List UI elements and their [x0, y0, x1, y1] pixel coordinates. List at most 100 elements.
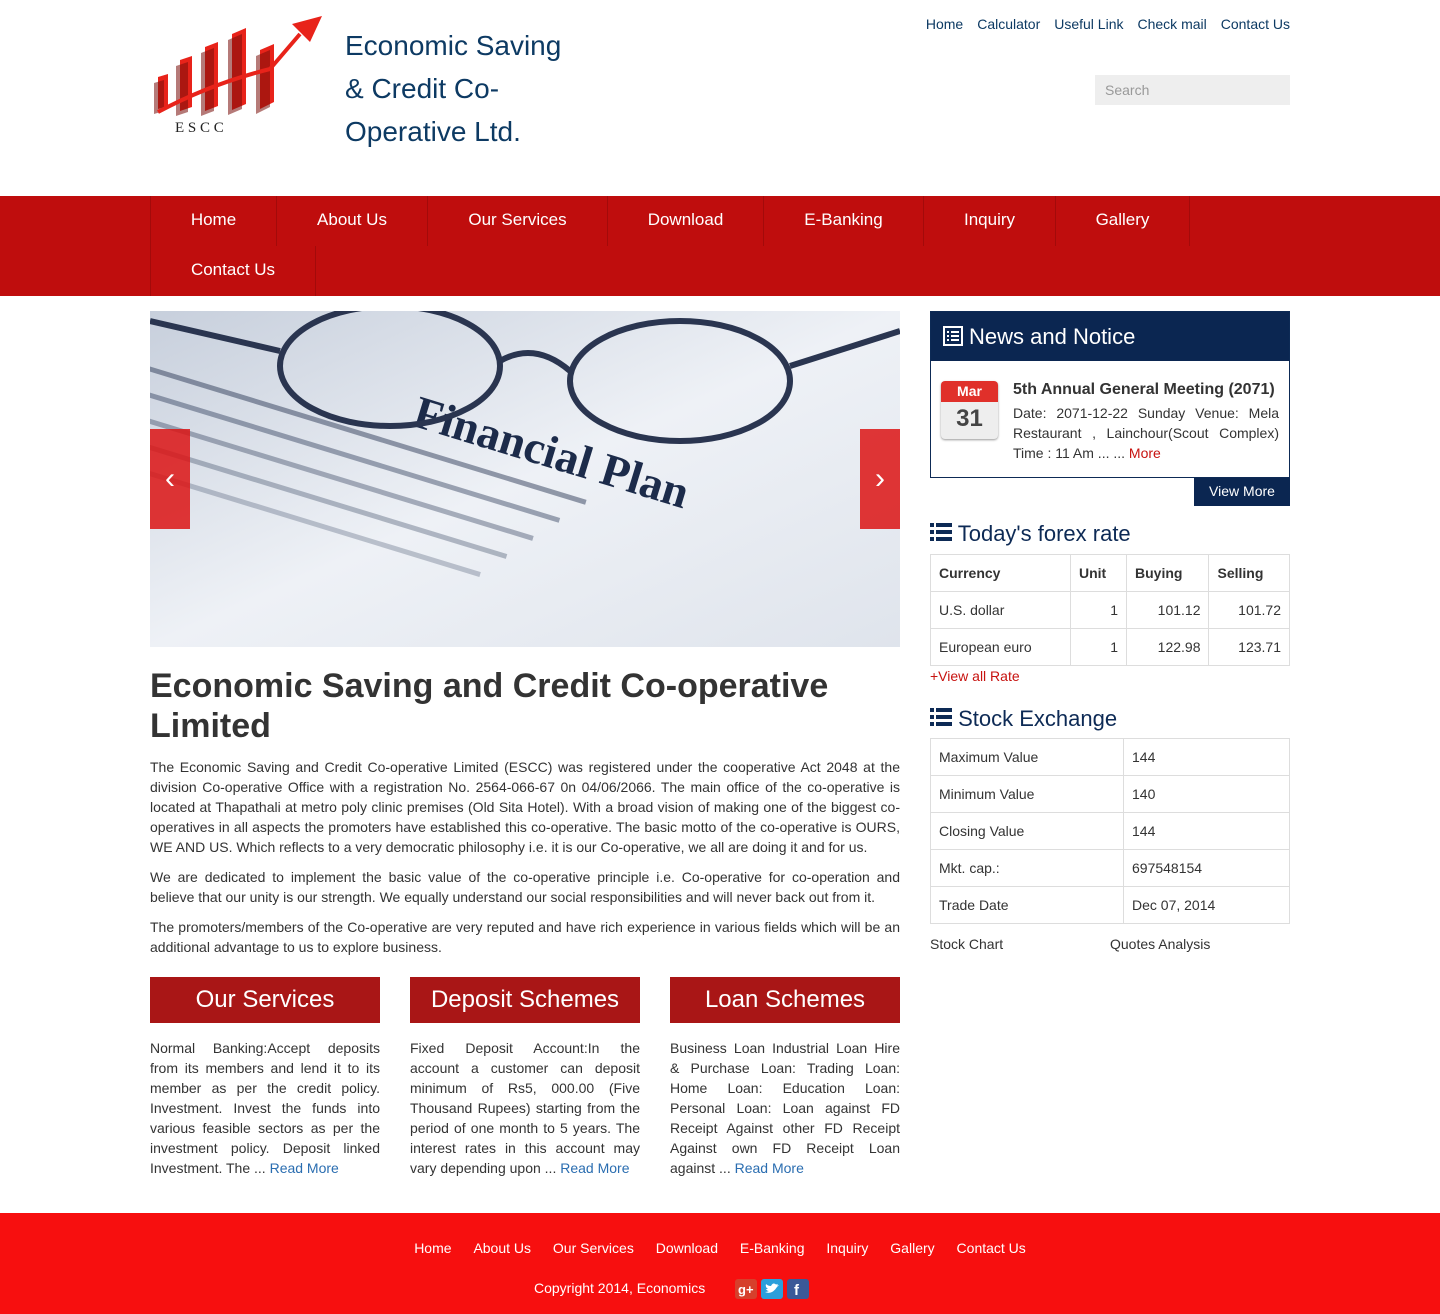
nav-item-contact-us[interactable]: Contact Us — [150, 246, 316, 296]
stock-chart-link[interactable]: Stock Chart — [930, 936, 1004, 952]
table-row: European euro 1 122.98 123.71 — [930, 628, 1290, 666]
view-all-rate-link[interactable]: +View all Rate — [930, 668, 1020, 684]
stock-value: 144 — [1123, 812, 1290, 850]
table-header-row: Currency Unit Buying Selling — [930, 554, 1290, 592]
stock-label: Mkt. cap.: — [930, 849, 1124, 887]
slider-prev-button[interactable]: ‹ — [150, 429, 190, 529]
quotes-analysis-link[interactable]: Quotes Analysis — [1110, 936, 1211, 952]
nav-item-about-us[interactable]: About Us — [276, 196, 428, 246]
stock-value: 140 — [1123, 775, 1290, 813]
stock-title: Stock Exchange — [958, 706, 1118, 731]
nav-item-download[interactable]: Download — [607, 196, 764, 246]
unit-cell: 1 — [1070, 628, 1127, 666]
top-link-contact-us[interactable]: Contact Us — [1220, 16, 1290, 32]
view-more-button[interactable]: View More — [1194, 478, 1290, 506]
table-row: Minimum Value 140 — [930, 775, 1290, 813]
read-more-link[interactable]: Read More — [269, 1160, 339, 1176]
svg-text:f: f — [794, 1282, 800, 1299]
forex-table: Currency Unit Buying Selling U.S. dollar… — [930, 554, 1290, 666]
about-paragraph: The Economic Saving and Credit Co-operat… — [150, 759, 900, 855]
top-link-check-mail[interactable]: Check mail — [1137, 16, 1207, 32]
stock-label: Maximum Value — [930, 738, 1124, 776]
footer-link-about-us[interactable]: About Us — [473, 1240, 532, 1256]
svg-text:E S C C: E S C C — [175, 120, 224, 136]
stock-value: Dec 07, 2014 — [1123, 886, 1290, 924]
footer-link-our-services[interactable]: Our Services — [552, 1240, 634, 1256]
top-link-home[interactable]: Home — [925, 16, 964, 32]
escc-logo[interactable]: E S C C — [150, 14, 325, 140]
copyright: Copyright 2014, Economics — [534, 1280, 706, 1296]
google-plus-icon[interactable]: g+ — [735, 1279, 757, 1299]
stock-heading: Stock Exchange — [930, 706, 1117, 732]
news-item-text: Date: 2071-12-22 Sunday Venue: Mela Rest… — [1013, 405, 1279, 461]
forex-title: Today's forex rate — [957, 521, 1131, 546]
twitter-icon[interactable] — [761, 1279, 783, 1299]
news-item-title[interactable]: 5th Annual General Meeting (2071) — [1013, 381, 1275, 398]
news-title: News and Notice — [969, 324, 1136, 349]
footer-link-e-banking[interactable]: E-Banking — [739, 1240, 805, 1256]
selling-cell: 123.71 — [1208, 628, 1290, 666]
main-nav: Home About Us Our Services Download E-Ba… — [0, 196, 1440, 296]
news-more-link[interactable]: More — [1128, 445, 1161, 461]
footer-link-home[interactable]: Home — [414, 1240, 452, 1256]
site-title[interactable]: Economic Saving & Credit Co-Operative Lt… — [345, 30, 562, 147]
date-day: 31 — [956, 405, 983, 432]
column-heading: Loan Schemes — [670, 977, 900, 1023]
financial-plan-image: Financial Plan — [150, 311, 900, 647]
news-header: News and Notice — [931, 312, 1289, 361]
about-text: The Economic Saving and Credit Co-operat… — [150, 757, 900, 967]
read-more-link[interactable]: Read More — [734, 1160, 804, 1176]
list-icon — [930, 708, 952, 726]
stock-label: Closing Value — [930, 812, 1124, 850]
top-link-useful-link[interactable]: Useful Link — [1054, 16, 1124, 32]
table-row: U.S. dollar 1 101.12 101.72 — [930, 591, 1290, 629]
stock-table: Maximum Value 144 Minimum Value 140 Closin… — [930, 738, 1290, 924]
facebook-icon[interactable]: f — [787, 1279, 809, 1299]
column-header: Buying — [1125, 554, 1210, 592]
top-links: Home Calculator Useful Link Check mail C… — [926, 16, 1290, 32]
unit-cell: 1 — [1070, 591, 1127, 629]
nav-item-our-services[interactable]: Our Services — [427, 196, 608, 246]
footer-link-download[interactable]: Download — [655, 1240, 718, 1256]
footer: Home About Us Our Services Download E-Ba… — [0, 1213, 1440, 1314]
column-text: Business Loan Industrial Loan Hire & Pur… — [670, 1040, 900, 1176]
stock-label: Trade Date — [930, 886, 1124, 924]
table-row: Mkt. cap.: 697548154 — [930, 849, 1290, 887]
buying-cell: 122.98 — [1125, 628, 1210, 666]
column-heading: Deposit Schemes — [410, 977, 640, 1023]
top-link-calculator[interactable]: Calculator — [977, 16, 1041, 32]
nav-item-e-banking[interactable]: E-Banking — [763, 196, 924, 246]
read-more-link[interactable]: Read More — [560, 1160, 630, 1176]
table-row: Trade Date Dec 07, 2014 — [930, 886, 1290, 924]
date-badge: Mar 31 — [941, 381, 998, 439]
nav-item-inquiry[interactable]: Inquiry — [923, 196, 1056, 246]
nav-item-gallery[interactable]: Gallery — [1055, 196, 1190, 246]
stock-label: Minimum Value — [930, 775, 1124, 813]
column-header: Selling — [1208, 554, 1290, 592]
column-text: Fixed Deposit Account:In the account a c… — [410, 1040, 640, 1176]
forex-heading: Today's forex rate — [930, 521, 1131, 547]
table-row: Closing Value 144 — [930, 812, 1290, 850]
footer-link-inquiry[interactable]: Inquiry — [826, 1240, 869, 1256]
search-input[interactable] — [1095, 75, 1290, 105]
column-header: Currency — [930, 554, 1071, 592]
column-text: Normal Banking:Accept deposits from its … — [150, 1040, 380, 1176]
about-heading: Economic Saving and Credit Co-operative … — [150, 667, 829, 745]
svg-text:g+: g+ — [738, 1282, 754, 1297]
column-heading: Our Services — [150, 977, 380, 1023]
date-month: Mar — [941, 381, 998, 402]
our-services-column: Our Services Normal Banking:Accept depos… — [150, 977, 380, 1178]
about-paragraph: The promoters/members of the Co-operativ… — [150, 919, 900, 955]
slider-next-button[interactable]: › — [860, 429, 900, 529]
footer-link-gallery[interactable]: Gallery — [890, 1240, 935, 1256]
buying-cell: 101.12 — [1125, 591, 1210, 629]
deposit-schemes-column: Deposit Schemes Fixed Deposit Account:In… — [410, 977, 640, 1178]
column-header: Unit — [1070, 554, 1127, 592]
list-icon — [930, 523, 952, 541]
hero-slider[interactable]: Financial Plan ‹ › — [150, 311, 900, 647]
footer-nav: Home About Us Our Services Download E-Ba… — [0, 1240, 1440, 1256]
footer-link-contact-us[interactable]: Contact Us — [956, 1240, 1026, 1256]
nav-item-home[interactable]: Home — [150, 196, 277, 246]
currency-cell: U.S. dollar — [930, 591, 1071, 629]
news-panel: News and Notice Mar 31 5th Annual Genera… — [930, 311, 1290, 478]
